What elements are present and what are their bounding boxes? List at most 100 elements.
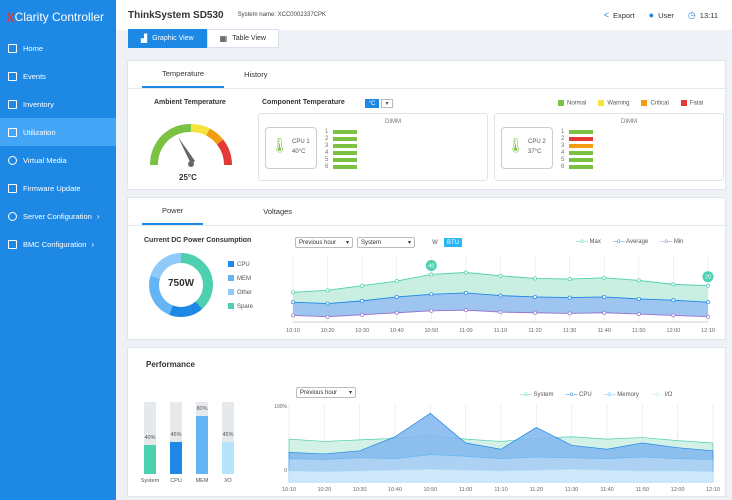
sidebar-item-firmware-update[interactable]: Firmware Update <box>0 174 116 202</box>
data-point <box>671 282 676 287</box>
x-tick-label: 11:50 <box>632 328 645 334</box>
data-point <box>429 292 434 297</box>
legend-spare: Spare <box>228 300 253 314</box>
data-point <box>429 308 434 313</box>
data-point <box>325 288 330 293</box>
export-button[interactable]: < Export <box>604 10 635 20</box>
legend-normal: Normal <box>558 100 586 107</box>
view-toggle: ▟ Graphic View ▦ Table View <box>128 29 279 48</box>
data-point <box>567 295 572 300</box>
data-point <box>394 279 399 284</box>
dimm-bar[interactable] <box>333 130 357 134</box>
export-label: Export <box>612 11 635 20</box>
tab-temperature[interactable]: Temperature <box>142 61 225 88</box>
data-point <box>533 310 538 315</box>
power-history-chart[interactable]: 10:10 10:20 10:30 10:40 10:50 11:00 11:10 11:20… <box>283 250 718 338</box>
sidebar-item-server-configuration[interactable]: Server Configuration › <box>0 202 116 230</box>
legend-warning: Warning <box>598 100 629 107</box>
data-point <box>671 298 676 303</box>
cpu2-chip[interactable]: 🌡 CPU 2 37°C <box>501 127 553 169</box>
sidebar-item-inventory[interactable]: Inventory <box>0 90 116 118</box>
share-icon: < <box>603 10 609 20</box>
data-point <box>325 314 330 319</box>
data-point <box>463 308 468 313</box>
data-point <box>291 300 295 305</box>
data-point <box>325 301 330 306</box>
ambient-title: Ambient Temperature <box>154 99 226 106</box>
data-point <box>360 283 365 288</box>
power-chart-legend: ─o─ Max ─o─ Average ─o─ Min <box>576 239 683 245</box>
cpu2-panel: DIMM 🌡 CPU 2 37°C 1 2 3 4 5 6 <box>494 113 724 181</box>
cpu1-name: CPU 1 <box>292 139 310 145</box>
sidebar-item-label: BMC Configuration <box>23 239 87 249</box>
bar-fill <box>196 416 208 474</box>
sidebar-item-label: Firmware Update <box>23 183 81 193</box>
dimm-bar[interactable] <box>333 144 357 148</box>
data-point <box>706 300 710 305</box>
y-tick-label: 100% <box>274 404 287 410</box>
power-source-select[interactable]: System ▾ <box>357 237 415 248</box>
graphic-view-button[interactable]: ▟ Graphic View <box>128 29 207 48</box>
user-menu[interactable]: ● User <box>649 10 674 20</box>
data-point <box>463 270 468 275</box>
chevron-down-icon: ▾ <box>407 240 411 246</box>
app-logo[interactable]: X Clarity Controller <box>0 0 116 34</box>
data-point <box>394 294 399 299</box>
performance-bar-cpu[interactable]: 45% <box>170 402 182 474</box>
user-label: User <box>658 11 674 20</box>
x-tick-label: 11:10 <box>494 487 507 493</box>
sidebar-item-label: Events <box>23 71 46 81</box>
legend-min: ─o─ Min <box>660 239 684 245</box>
performance-bar-mem[interactable]: 80% <box>196 402 208 474</box>
x-tick-label: 10:40 <box>390 328 404 334</box>
tab-voltages[interactable]: Voltages <box>263 207 293 216</box>
cpu1-chip[interactable]: 🌡 CPU 1 40°C <box>265 127 317 169</box>
sidebar-item-virtual-media[interactable]: Virtual Media <box>0 146 116 174</box>
table-view-label: Table View <box>232 35 266 42</box>
dimm-bar[interactable] <box>569 130 593 134</box>
data-point <box>636 312 641 317</box>
tab-power[interactable]: Power <box>142 198 204 225</box>
data-point <box>429 272 434 277</box>
dimm-bar[interactable] <box>333 137 357 141</box>
x-tick-label: 11:40 <box>598 328 611 334</box>
legend-cpu: CPU <box>228 258 253 272</box>
data-point <box>671 313 676 318</box>
unit-w-button[interactable]: W <box>432 239 438 246</box>
unit-dropdown-toggle[interactable]: ▾ <box>381 99 393 108</box>
sidebar-item-utilization[interactable]: Utilization <box>0 118 116 146</box>
data-point <box>360 312 365 317</box>
power-period-select[interactable]: Previous hour ▾ <box>295 237 353 248</box>
peak-marker <box>702 271 714 283</box>
inventory-icon <box>8 99 17 109</box>
x-tick-label: 10:50 <box>424 328 438 334</box>
dimm-bar[interactable] <box>569 151 593 155</box>
data-point <box>394 310 399 315</box>
sidebar-item-events[interactable]: Events <box>0 62 116 90</box>
data-point <box>602 294 607 299</box>
dimm-bar[interactable] <box>569 137 593 141</box>
ambient-gauge <box>150 123 233 167</box>
x-tick-label: 10:30 <box>355 328 369 334</box>
chevron-right-icon: › <box>91 239 95 249</box>
performance-history-chart[interactable]: 100% 0 10:10 10:20 10:30 10:40 10:50 11:00 11:10… <box>273 400 721 495</box>
dimm-bar[interactable] <box>333 165 357 169</box>
sidebar-item-bmc-configuration[interactable]: BMC Configuration › <box>0 230 116 258</box>
dimm-bar[interactable] <box>569 144 593 148</box>
tab-history[interactable]: History <box>244 70 268 79</box>
legend-io: ─o─ I/O <box>650 392 673 398</box>
unit-celsius-button[interactable]: °C <box>365 99 379 108</box>
temperature-legend: Normal Warning Critical Fatal <box>558 100 703 107</box>
unit-btu-button[interactable]: BTU <box>444 238 462 247</box>
performance-bar-io[interactable]: 45% <box>222 402 234 474</box>
dimm-bar[interactable] <box>333 158 357 162</box>
dimm-bar[interactable] <box>569 158 593 162</box>
dimm-bar[interactable] <box>569 165 593 169</box>
sidebar-item-home[interactable]: Home <box>0 34 116 62</box>
table-view-button[interactable]: ▦ Table View <box>206 29 279 48</box>
dimm-bar[interactable] <box>333 151 357 155</box>
cpu1-panel: DIMM 🌡 CPU 1 40°C 1 2 3 4 5 6 <box>258 113 488 181</box>
performance-period-select[interactable]: Previous hour ▾ <box>296 387 356 398</box>
peak-marker <box>425 259 437 271</box>
performance-bar-system[interactable]: 40% <box>144 402 156 474</box>
